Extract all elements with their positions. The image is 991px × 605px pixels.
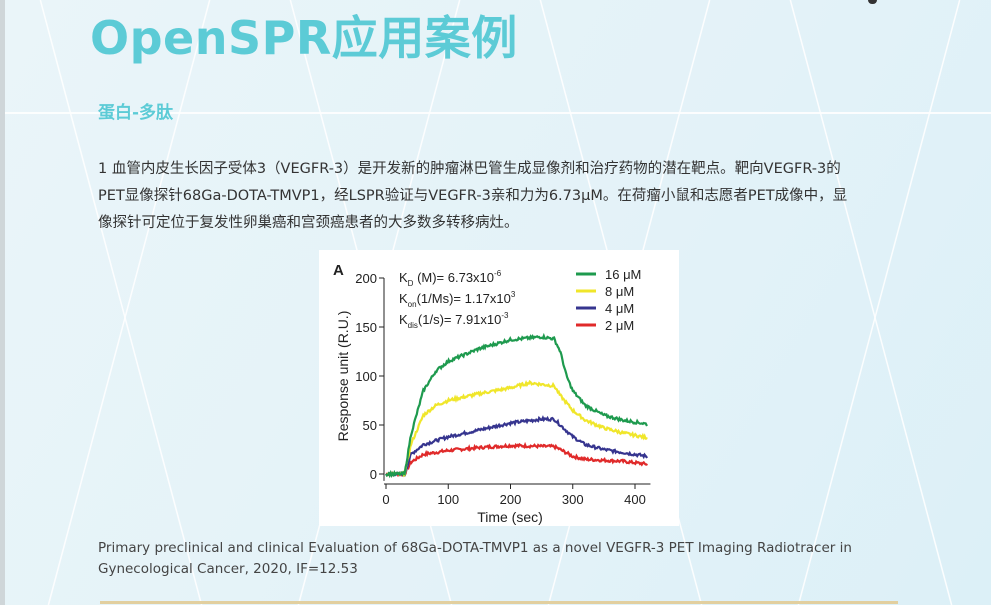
series-line: [385, 332, 648, 479]
divider-line: [100, 601, 898, 604]
page-title: OpenSPR应用案例: [90, 11, 518, 65]
caption-line: Primary preclinical and clinical Evaluat…: [98, 540, 852, 556]
bg-line: [39, 0, 203, 605]
x-tick-label: 200: [500, 492, 522, 507]
kinetic-annotation: Kon(1/Ms)= 1.17x103: [399, 290, 516, 309]
reference-caption: Primary preclinical and clinical Evaluat…: [98, 538, 852, 580]
section-subtitle: 蛋白-多肽: [98, 103, 174, 123]
series-line: [385, 379, 648, 477]
series-line: [385, 441, 649, 478]
cursor-dot: [868, 0, 877, 4]
series-line: [385, 415, 649, 478]
y-tick-label: 0: [370, 467, 377, 482]
kinetic-annotation: KD (M)= 6.73x10-6: [399, 269, 502, 288]
y-tick-label: 100: [355, 369, 377, 384]
legend-label: 4 μM: [605, 301, 634, 316]
y-tick-label: 150: [355, 320, 377, 335]
spr-sensorgram-figure: A Time (sec) Response unit (R.U.) 0 50 100…: [319, 250, 679, 526]
bg-line: [797, 0, 961, 605]
legend-label: 8 μM: [605, 284, 634, 299]
paragraph-line: 1 血管内皮生长因子受体3（VEGFR-3）是开发新的肿瘤淋巴管生成显像剂和治疗…: [98, 161, 841, 177]
x-tick-label: 300: [562, 492, 584, 507]
x-tick-label: 400: [624, 492, 646, 507]
paragraph-line: PET显像探针68Ga-DOTA-TMVP1，经LSPR验证与VEGFR-3亲和…: [98, 188, 848, 204]
legend-label: 2 μM: [605, 318, 634, 333]
y-tick-label: 50: [363, 418, 377, 433]
x-axis-label: Time (sec): [477, 509, 543, 525]
bg-line: [789, 0, 953, 605]
caption-line: Gynecological Cancer, 2020, IF=12.53: [98, 561, 358, 577]
description-paragraph: 1 血管内皮生长因子受体3（VEGFR-3）是开发新的肿瘤淋巴管生成显像剂和治疗…: [98, 156, 918, 237]
left-border: [0, 0, 5, 605]
y-axis-label: Response unit (R.U.): [335, 311, 351, 442]
x-tick-label: 100: [437, 492, 459, 507]
legend-label: 16 μM: [605, 267, 641, 282]
y-tick-label: 200: [355, 271, 377, 286]
bg-line: [47, 0, 211, 605]
panel-label: A: [333, 262, 344, 279]
sensorgram-chart: A Time (sec) Response unit (R.U.) 0 50 100…: [333, 262, 651, 525]
x-tick-label: 0: [382, 492, 389, 507]
paragraph-line: 像探针可定位于复发性卵巢癌和宫颈癌患者的大多数多转移病灶。: [98, 215, 519, 231]
kinetic-annotation: Kdis(1/s)= 7.91x10-3: [399, 311, 509, 330]
